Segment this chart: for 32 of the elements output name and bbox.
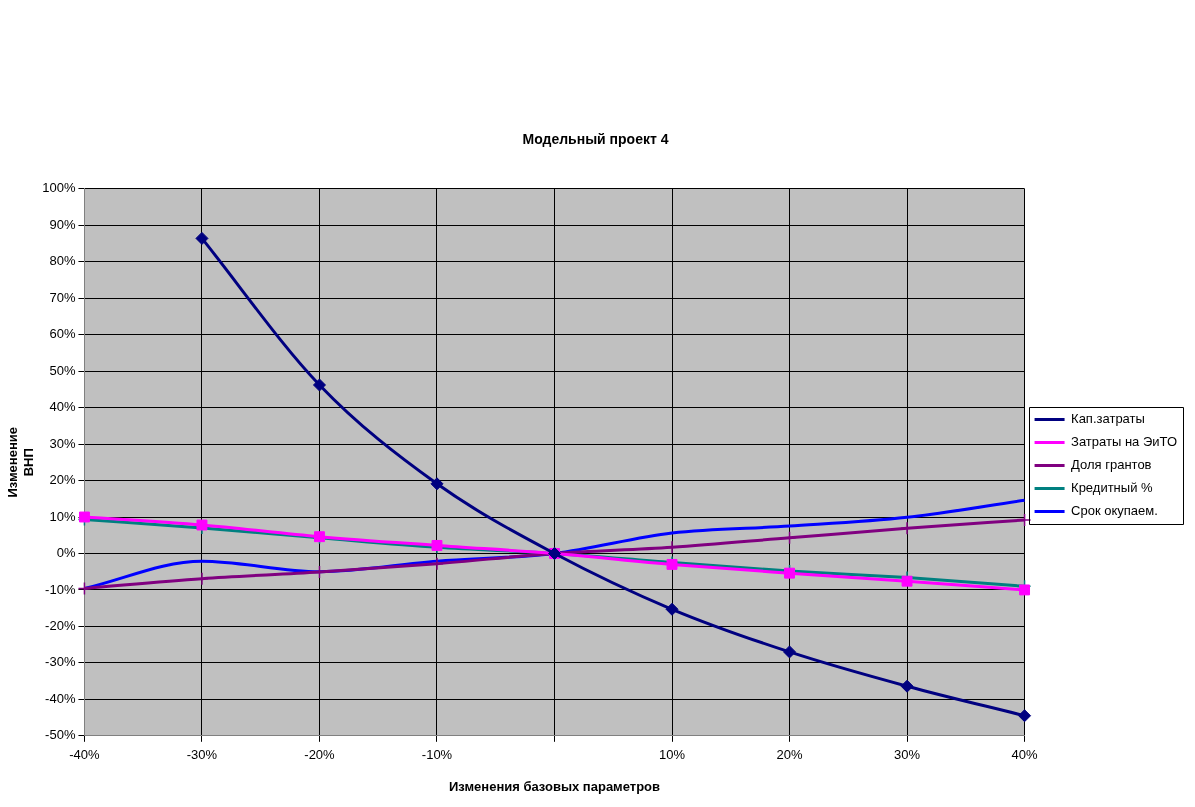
legend-label: Доля грантов (1071, 457, 1152, 473)
y-tick-label: 90% (49, 216, 76, 232)
y-axis-title: Изменение ВНП (5, 427, 36, 498)
y-tick-label: 100% (42, 180, 76, 196)
x-tick-label: -20% (304, 747, 336, 763)
y-tick-label: 10% (49, 508, 76, 524)
legend-label: Срок окупаем. (1071, 503, 1158, 519)
x-tick-label: -10% (421, 747, 453, 763)
y-tick-label: 60% (49, 326, 76, 342)
y-tick-label: -20% (45, 617, 76, 633)
y-tick-label: -40% (45, 690, 76, 706)
x-axis-title: Изменения базовых параметров (448, 778, 661, 794)
y-tick-label: 20% (49, 472, 76, 488)
x-tick-label: 40% (1011, 747, 1039, 763)
legend-label: Затраты на ЭиТО (1071, 434, 1178, 450)
legend-label: Кап.затраты (1071, 411, 1145, 427)
y-tick-label: -10% (45, 581, 76, 597)
y-tick-label: 40% (49, 399, 76, 415)
chart-title: Модельный проект 4 (522, 131, 669, 148)
y-tick-label: -30% (45, 654, 76, 670)
x-tick-label: -30% (186, 747, 218, 763)
y-tick-label: 70% (49, 289, 76, 305)
x-tick-label: 30% (894, 747, 921, 763)
y-tick-label: -50% (45, 727, 76, 743)
x-tick-label: 10% (659, 747, 686, 763)
x-tick-label: 20% (776, 747, 803, 763)
legend-label: Кредитный % (1071, 480, 1154, 496)
y-tick-label: 50% (49, 362, 76, 378)
y-tick-label: 0% (56, 545, 76, 561)
y-tick-label: 30% (49, 435, 76, 451)
y-tick-label: 80% (49, 253, 76, 269)
x-tick-label: -40% (69, 747, 101, 763)
